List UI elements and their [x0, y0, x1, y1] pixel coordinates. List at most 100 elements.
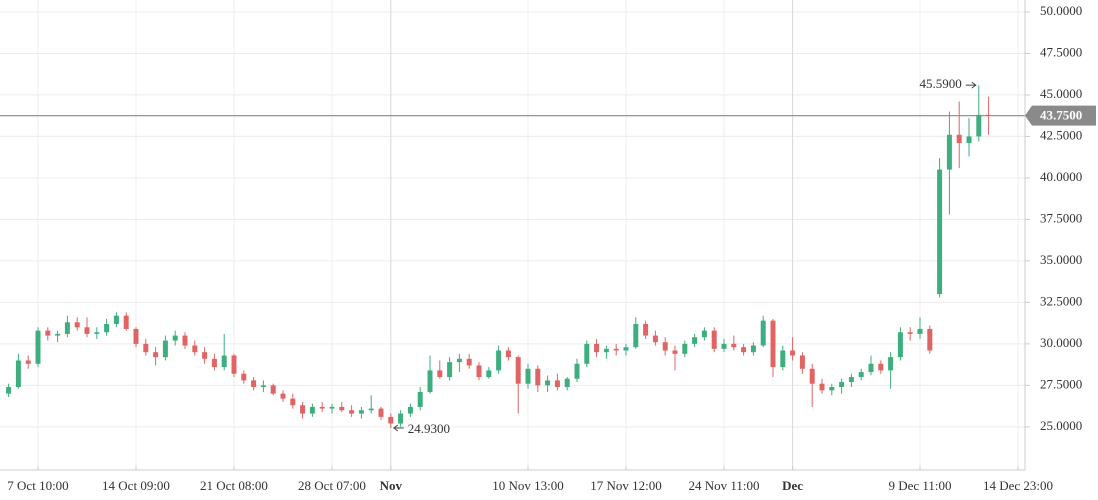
candle-body	[153, 352, 159, 358]
x-tick-label: 14 Dec 23:00	[983, 478, 1053, 493]
candle-body	[692, 337, 698, 344]
candle-body	[839, 382, 845, 388]
candle-body	[368, 408, 374, 411]
candle-body	[378, 408, 384, 417]
low-label: 24.9300	[408, 421, 450, 436]
candle-body	[760, 320, 766, 346]
candle-body	[398, 413, 404, 424]
candle-body	[603, 348, 609, 353]
candle-body	[878, 363, 884, 371]
candle-body	[417, 391, 423, 407]
candle-body	[241, 373, 247, 381]
x-tick-label: Dec	[782, 478, 803, 493]
x-tick-label: 7 Oct 10:00	[7, 478, 68, 493]
grid-layer	[0, 0, 1025, 470]
candle-body	[84, 327, 90, 334]
candle-body	[790, 350, 796, 356]
candle-body	[515, 357, 521, 384]
candle-body	[643, 323, 649, 336]
candle-body	[799, 355, 805, 369]
candle-body	[848, 377, 854, 383]
candle-body	[329, 406, 335, 409]
candle-body	[888, 357, 894, 371]
candle-body	[976, 114, 982, 137]
candle-body	[339, 406, 345, 411]
candle-body	[486, 370, 492, 378]
y-tick-label: 42.5000	[1040, 127, 1082, 142]
candle-body	[143, 343, 149, 353]
candle-body	[809, 368, 815, 384]
y-tick-label: 27.5000	[1040, 376, 1082, 391]
candle-body	[770, 320, 776, 368]
candle-body	[192, 345, 198, 353]
candle-body	[496, 350, 502, 371]
candle-body	[15, 360, 21, 388]
candle-body	[652, 335, 658, 343]
candle-body	[221, 355, 227, 368]
x-tick-label: 28 Oct 07:00	[298, 478, 366, 493]
high-label: 45.5900	[920, 76, 962, 91]
candle-body	[554, 380, 560, 388]
candle-body	[64, 322, 70, 334]
candle-body	[260, 385, 266, 388]
candle-body	[672, 350, 678, 354]
candle-body	[45, 330, 51, 336]
candle-body	[427, 370, 433, 392]
candle-body	[711, 330, 717, 349]
x-tick-label: Nov	[380, 478, 403, 493]
candle-body	[447, 362, 453, 378]
x-tick-label: 10 Nov 13:00	[492, 478, 564, 493]
high-arrow	[965, 81, 977, 89]
candle-body	[182, 335, 188, 346]
candle-body	[456, 358, 462, 363]
candle-body	[211, 358, 217, 368]
candle-body	[829, 387, 835, 391]
candle-body	[858, 372, 864, 378]
candle-body	[731, 343, 737, 348]
candle-body	[25, 360, 31, 364]
candle-body	[780, 350, 786, 368]
candle-body	[74, 322, 80, 328]
y-tick-label: 45.0000	[1040, 86, 1082, 101]
candle-body	[319, 406, 325, 409]
candle-body	[819, 383, 825, 391]
candle-body	[113, 315, 119, 324]
candle-body	[613, 348, 619, 351]
candle-body	[564, 378, 570, 388]
candle-body	[35, 330, 41, 364]
candle-body	[956, 134, 962, 144]
candle-body	[535, 368, 541, 386]
candle-body	[907, 332, 913, 334]
x-tick-label: 17 Nov 12:00	[590, 478, 662, 493]
x-tick-label: 21 Oct 08:00	[200, 478, 268, 493]
candle-body	[917, 328, 923, 334]
y-tick-label: 30.0000	[1040, 335, 1082, 350]
candle-body	[388, 416, 394, 424]
candle-body	[172, 335, 178, 341]
candle-body	[407, 406, 413, 414]
x-tick-label: 9 Dec 11:00	[888, 478, 951, 493]
candle-body	[94, 332, 100, 334]
candle-body	[123, 315, 129, 329]
candle-body	[966, 136, 972, 144]
candle-body	[300, 405, 306, 414]
candle-body	[505, 350, 511, 358]
candle-body	[476, 365, 482, 378]
y-tick-label: 37.5000	[1040, 210, 1082, 225]
candle-body	[662, 342, 668, 351]
y-tick-label: 40.0000	[1040, 169, 1082, 184]
candle-body	[741, 347, 747, 353]
last-price-label: 43.7500	[1040, 108, 1082, 123]
candle-body	[309, 406, 315, 414]
y-tick-label: 35.0000	[1040, 252, 1082, 267]
candle-body	[6, 387, 12, 394]
candle-body	[251, 380, 257, 388]
last-price-badge	[1025, 105, 1096, 126]
y-tick-label: 32.5000	[1040, 293, 1082, 308]
y-tick-label: 50.0000	[1040, 3, 1082, 18]
candle-body	[633, 323, 639, 348]
x-tick-label: 24 Nov 11:00	[688, 478, 759, 493]
candle-body	[937, 169, 943, 295]
